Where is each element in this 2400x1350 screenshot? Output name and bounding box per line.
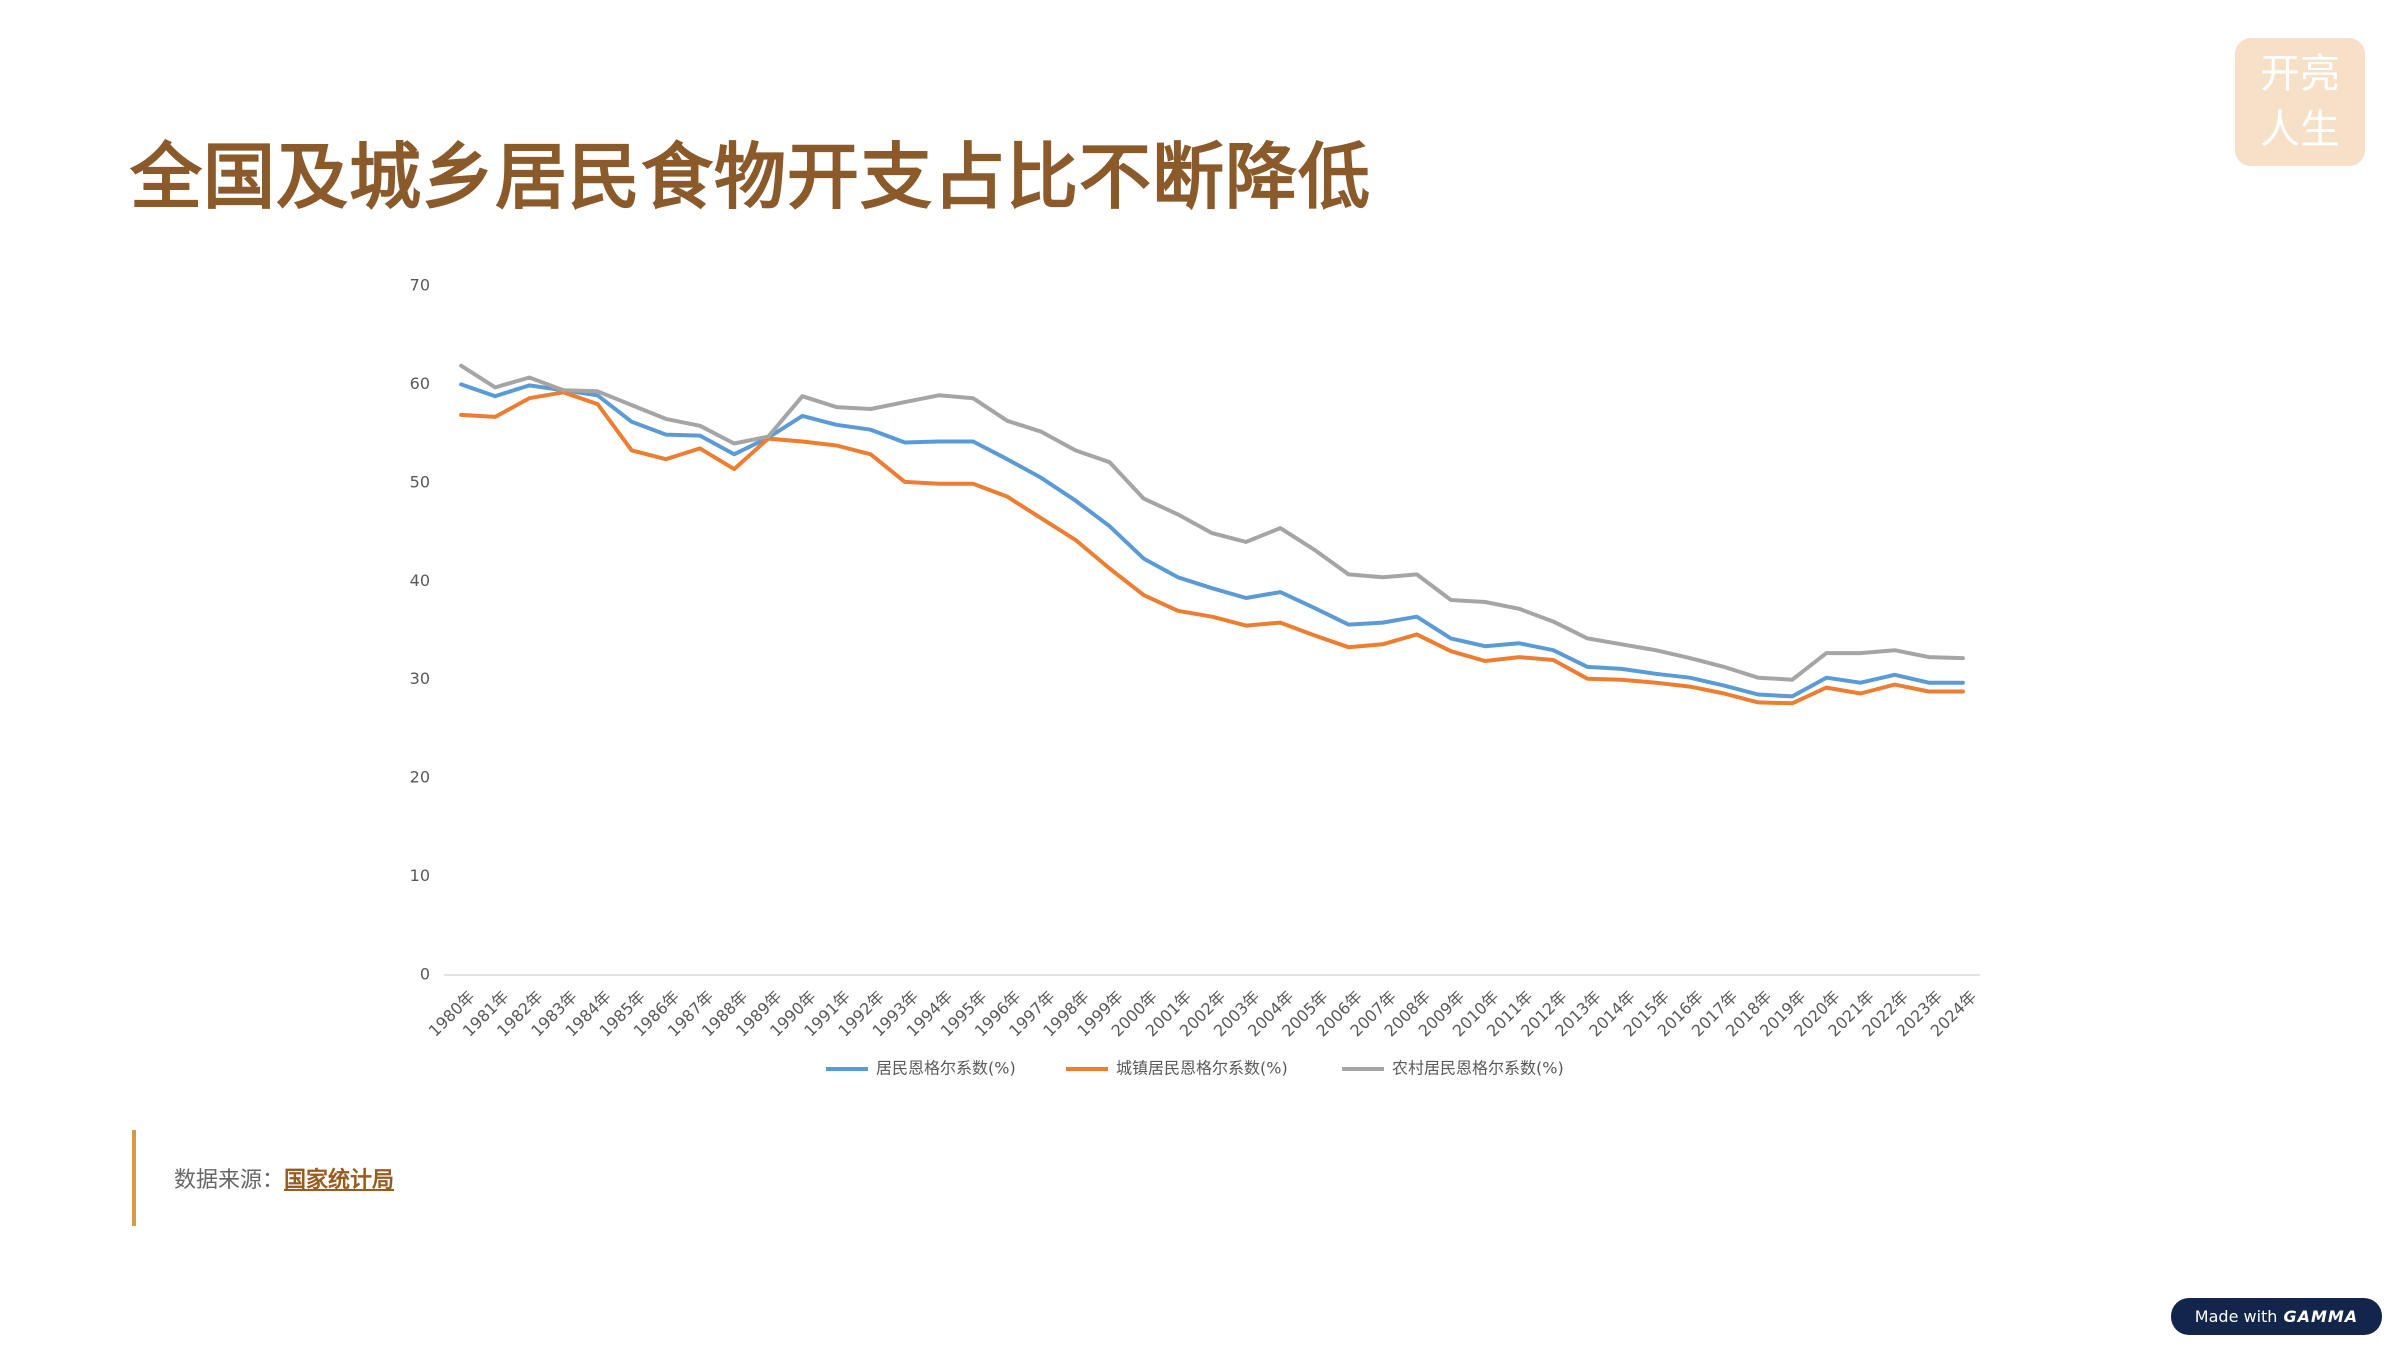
- y-tick-label: 20: [410, 768, 430, 787]
- series-line: [459, 363, 1965, 682]
- y-tick-label: 10: [410, 866, 430, 885]
- y-tick-label: 40: [410, 571, 430, 590]
- y-tick-label: 60: [410, 374, 430, 393]
- logo-text: 开亮: [2260, 51, 2340, 97]
- made-with-badge[interactable]: Made with GAMMA: [2171, 1298, 2382, 1335]
- series-line: [459, 390, 1965, 706]
- source-note: 数据来源： 国家统计局: [132, 1130, 394, 1226]
- slide-title: 全国及城乡居民食物开支占比不断降低: [130, 135, 1372, 219]
- y-tick-label: 30: [410, 669, 430, 688]
- badge-text: Made with: [2194, 1307, 2278, 1326]
- badge-brand: GAMMA: [2283, 1307, 2359, 1326]
- y-tick-label: 70: [410, 276, 430, 295]
- source-label: 数据来源：: [174, 1168, 285, 1193]
- y-tick-label: 50: [410, 472, 430, 491]
- source-link[interactable]: 国家统计局: [284, 1168, 395, 1193]
- legend-label: 农村居民恩格尔系数(%): [1392, 1059, 1564, 1078]
- series-line: [459, 382, 1965, 699]
- y-tick-label: 0: [420, 965, 430, 984]
- legend-label: 城镇居民恩格尔系数(%): [1116, 1059, 1288, 1078]
- logo: 开亮 人生: [2235, 38, 2365, 166]
- legend-label: 居民恩格尔系数(%): [876, 1059, 1016, 1078]
- logo-text: 人生: [2260, 107, 2340, 153]
